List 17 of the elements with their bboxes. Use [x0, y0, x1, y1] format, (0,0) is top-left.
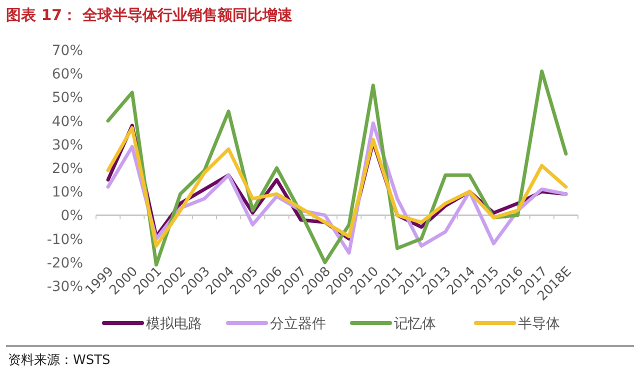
legend-label: 记忆体 [394, 316, 436, 332]
y-tick-label: 20% [52, 161, 83, 177]
legend-label: 分立器件 [270, 316, 326, 332]
y-tick-label: 40% [52, 114, 83, 130]
legend-label: 模拟电路 [146, 316, 202, 332]
y-tick-label: 0% [60, 208, 83, 224]
y-tick-label: 50% [52, 90, 83, 106]
y-tick-label: -30% [46, 279, 83, 295]
y-tick-label: 30% [52, 137, 83, 154]
y-tick-label: 10% [52, 184, 83, 201]
legend-label: 半导体 [518, 316, 560, 332]
y-tick-label: -10% [46, 232, 83, 248]
y-tick-label: 60% [52, 66, 83, 83]
y-tick-label: -20% [46, 255, 83, 272]
chart-title: 图表 17： 全球半导体行业销售额同比增速 [6, 6, 294, 24]
y-tick-label: 70% [52, 43, 83, 59]
text: 资料来源：WSTS [8, 353, 110, 368]
